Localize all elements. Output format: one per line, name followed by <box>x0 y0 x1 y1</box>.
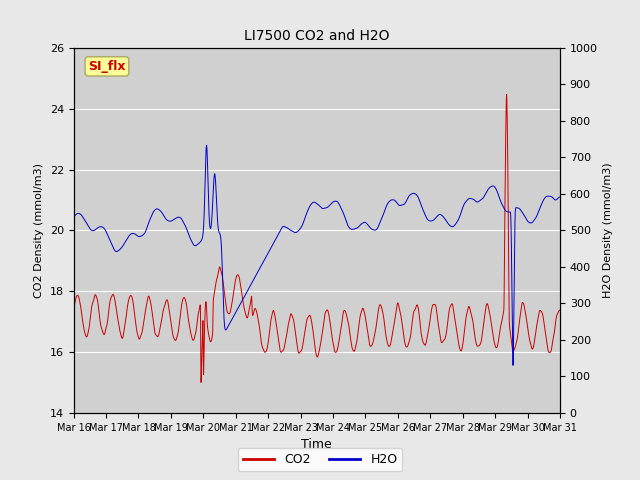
Y-axis label: CO2 Density (mmol/m3): CO2 Density (mmol/m3) <box>34 163 44 298</box>
X-axis label: Time: Time <box>301 438 332 451</box>
Legend: CO2, H2O: CO2, H2O <box>237 448 403 471</box>
Y-axis label: H2O Density (mmol/m3): H2O Density (mmol/m3) <box>604 163 613 298</box>
Title: LI7500 CO2 and H2O: LI7500 CO2 and H2O <box>244 29 390 43</box>
Text: SI_flx: SI_flx <box>88 60 125 73</box>
